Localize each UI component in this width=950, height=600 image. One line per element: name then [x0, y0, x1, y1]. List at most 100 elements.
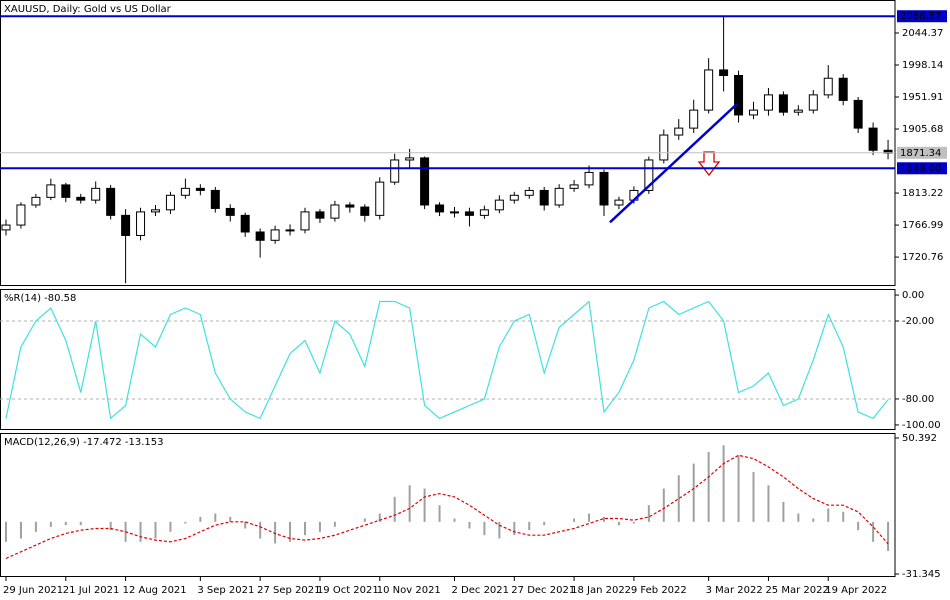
x-tick-label: 27 Sep 2021: [257, 585, 320, 596]
panel-title: MACD(12,26,9) -17.472 -13.153: [4, 437, 164, 448]
candle-body: [330, 204, 340, 219]
candle-body: [734, 74, 744, 116]
y-tick-label: 1766.99: [902, 220, 943, 231]
y-tick-label: -100.00: [902, 420, 941, 431]
candle-body: [405, 157, 415, 161]
x-tick-label: 9 Feb 2022: [631, 585, 687, 596]
candle-body: [539, 189, 549, 206]
y-tick-label: 2044.37: [902, 28, 943, 39]
candle-body: [689, 109, 699, 129]
candle-body: [76, 196, 86, 201]
panel-frame: [0, 0, 896, 286]
horizontal-line-label: 2068.57: [900, 11, 941, 22]
candle-body: [599, 171, 609, 206]
candle-body: [793, 109, 803, 113]
x-tick-label: 19 Apr 2022: [825, 585, 887, 596]
trendline: [609, 102, 738, 224]
horizontal-line-label-box: [897, 162, 947, 175]
candle-body: [195, 187, 205, 191]
panel-title: %R(14) -80.58: [4, 293, 76, 304]
candle-body: [823, 77, 833, 96]
candle-body: [494, 199, 504, 211]
panel-frame: [0, 433, 896, 577]
candle-body: [46, 184, 56, 198]
candle-body: [61, 184, 71, 198]
signal-line: [5, 454, 889, 559]
candle-body: [853, 99, 863, 129]
y-tick-label: 1905.68: [902, 124, 943, 135]
y-tick-label: 1720.76: [902, 252, 943, 263]
x-tick-label: 3 Mar 2022: [706, 585, 763, 596]
x-tick-label: 12 Aug 2021: [123, 585, 187, 596]
y-tick-label: 1813.22: [902, 188, 943, 199]
candle-body: [479, 209, 489, 216]
candle-body: [360, 206, 370, 216]
candle-body: [554, 187, 564, 206]
candle-body: [674, 127, 684, 136]
candle-body: [420, 157, 430, 206]
candle-body: [1, 224, 11, 231]
panel-frame: [0, 289, 896, 430]
candle-body: [464, 211, 474, 216]
candle-body: [659, 134, 669, 161]
candle-body: [300, 211, 310, 231]
candle-body: [375, 181, 385, 216]
x-tick-label: 18 Jan 2022: [571, 585, 631, 596]
candle-body: [106, 187, 116, 216]
candle-body: [285, 229, 295, 232]
candle-body: [91, 187, 101, 201]
candle-body: [644, 159, 654, 191]
candle-body: [704, 69, 714, 111]
candle-body: [255, 231, 265, 241]
horizontal-line-label: 1849.00: [900, 163, 941, 174]
candle-body: [838, 77, 848, 101]
candle-body: [435, 204, 445, 213]
candle-body: [165, 194, 175, 211]
panel-title: XAUUSD, Daily: Gold vs US Dollar: [4, 4, 172, 15]
bid-label: 1871.34: [900, 148, 941, 159]
x-tick-label: 21 Jul 2021: [63, 585, 120, 596]
candle-body: [719, 69, 729, 76]
y-tick-label: 50.392: [902, 433, 937, 444]
candle-body: [584, 171, 594, 186]
candle-body: [16, 204, 26, 226]
indicator-line: [5, 300, 889, 420]
y-tick-label: 0.00: [902, 290, 924, 301]
candle-body: [180, 187, 190, 196]
y-tick-label: -20.00: [902, 316, 934, 327]
candle-body: [808, 94, 818, 111]
x-tick-label: 27 Dec 2021: [511, 585, 575, 596]
candle-body: [509, 194, 519, 201]
candle-body: [390, 159, 400, 183]
horizontal-line-label-box: [897, 10, 947, 23]
candle-body: [210, 189, 220, 209]
candle-body: [121, 214, 131, 236]
x-tick-label: 3 Sep 2021: [197, 585, 254, 596]
x-tick-label: 29 Jun 2021: [3, 585, 63, 596]
candle-body: [240, 214, 250, 233]
candle-body: [569, 184, 579, 189]
candle-body: [450, 211, 459, 214]
candle-body: [225, 207, 235, 216]
y-tick-label: 1951.91: [902, 92, 943, 103]
candle-body: [524, 189, 534, 196]
x-tick-label: 10 Nov 2021: [377, 585, 441, 596]
y-tick-label: -31.345: [902, 569, 941, 580]
candle-body: [763, 94, 773, 111]
x-tick-label: 19 Oct 2021: [317, 585, 379, 596]
bid-label-box: [897, 146, 947, 159]
y-tick-label: 1998.14: [902, 60, 943, 71]
candle-body: [31, 196, 41, 206]
candle-body: [315, 211, 325, 219]
candle-body: [778, 94, 788, 113]
x-tick-label: 25 Mar 2022: [765, 585, 828, 596]
candle-body: [614, 199, 624, 206]
candle-body: [136, 211, 146, 236]
y-tick-label: -80.00: [902, 394, 934, 405]
candle-body: [345, 204, 355, 208]
candle-body: [151, 209, 160, 213]
candle-body: [868, 127, 878, 151]
x-tick-label: 2 Dec 2021: [452, 585, 510, 596]
